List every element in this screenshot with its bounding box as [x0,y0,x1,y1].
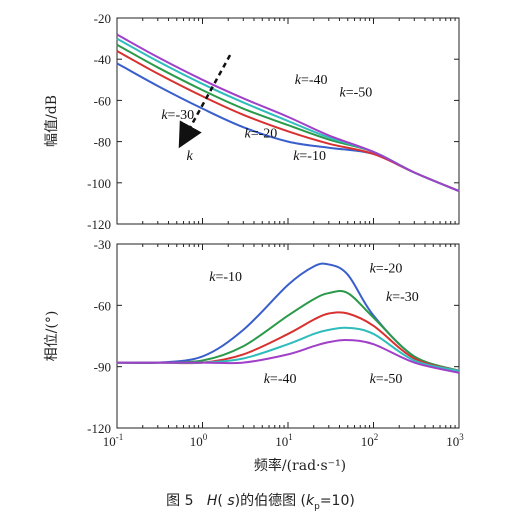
phase-y-ticks: -30 -60 -90 -120 [87,237,459,436]
x-tick-label: 10-1 [103,432,124,449]
series-line-k=-50 [117,339,460,374]
magnitude-panel: -20-40-60-80-100-120 幅值/dB k=-40k=-50k=-… [44,11,460,232]
annotation-label: k=-40 [264,372,297,387]
caption-func-h: H [206,493,218,509]
caption-func-s: s [227,493,235,509]
magnitude-y-ticks: -20 -40 -60 -80 -100 -120 [87,11,459,232]
y-tick-label: -120 [87,217,111,232]
y-tick-label: -20 [94,11,111,26]
annotation-label: k=-30 [386,290,419,305]
figure-caption: 图 5 H( s)的伯德图 (kp=10) [0,490,521,512]
magnitude-series [116,33,460,192]
series-line-k=-50 [116,33,460,192]
bode-figure: -20-40-60-80-100-120 幅值/dB k=-40k=-50k=-… [44,11,464,474]
y-tick-label: -40 [94,52,111,67]
annotation-label: k [187,149,194,164]
caption-middle: 的伯德图 ( [240,493,306,509]
x-tick-label: 100 [190,432,208,449]
y-tick-label: -60 [94,298,111,313]
y-tick-label: -30 [94,237,111,252]
annotation-label: k=-20 [245,126,278,141]
x-tick-label: 103 [446,432,464,449]
direction-arrow [178,54,232,149]
caption-kp-rest: =10) [319,493,355,509]
annotation-label: k=-10 [293,149,326,164]
x-tick-label: 101 [275,432,293,449]
phase-xlabel: 频率/(rad·s⁻¹) [254,457,346,474]
annotation-label: k=-40 [295,73,328,88]
phase-frame [116,243,460,429]
phase-series [116,262,460,374]
magnitude-ylabel: 幅值/dB [44,95,60,147]
y-tick-label: -120 [87,421,111,436]
y-tick-label: -80 [94,135,111,150]
annotation-label: k=-10 [209,270,242,285]
annotation-label: k=-20 [370,262,403,277]
caption-prefix: 图 5 [166,493,194,509]
caption-func-open: ( [217,493,223,509]
caption-kp-sub: p [314,501,320,512]
annotation-label: k=-50 [370,372,403,387]
y-tick-label: -90 [94,360,111,375]
phase-ylabel: 相位/(°) [44,311,60,362]
caption-func-close: ) [234,493,241,509]
y-tick-label: -60 [94,93,111,108]
annotation-label: k=-50 [339,85,372,100]
magnitude-annotations: k=-40 k=-50 k=-30 k=-20 k=-10 k [161,73,372,164]
caption-kp-k: k [306,493,315,509]
magnitude-x-ticks [116,18,460,224]
x-tick-label: 102 [361,432,379,449]
annotation-label: k=-30 [161,108,194,123]
y-tick-label: -100 [87,176,111,191]
phase-annotations: k=-10 k=-20 k=-30 k=-40 k=-50 [209,262,419,387]
series-line-k=-10 [116,62,460,192]
phase-panel: -30 -60 -90 -120 10-1 100 101 102 103 相位/(°) k=… [44,237,464,474]
